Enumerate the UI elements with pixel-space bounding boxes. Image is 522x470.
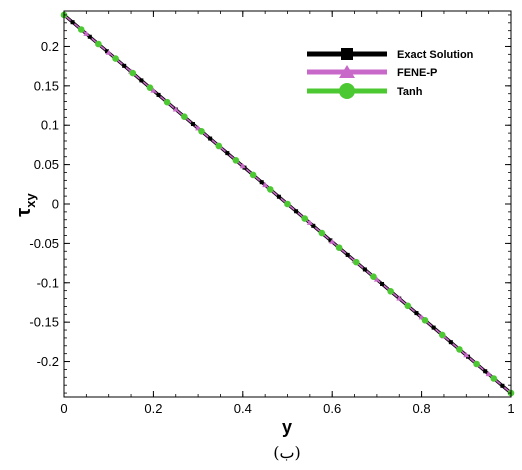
figure-caption: (ب)	[273, 443, 301, 462]
marker-exact-solution	[294, 209, 299, 214]
x-tick-label: 0.4	[234, 401, 252, 416]
y-tick-label: 0.05	[34, 157, 59, 172]
marker-tanh	[438, 331, 446, 339]
marker-fene-p	[239, 163, 246, 169]
marker-tanh	[146, 84, 154, 91]
y-tick-label: -0.1	[37, 275, 59, 290]
marker-exact-solution	[362, 267, 367, 272]
x-tick-label: 1	[507, 401, 514, 416]
marker-fene-p	[150, 87, 157, 93]
marker-exact-solution	[414, 311, 419, 316]
marker-exact-solution	[448, 340, 453, 345]
marker-tanh	[215, 142, 223, 150]
y-axis-label-sub: xy	[23, 193, 38, 208]
marker-fene-p	[262, 182, 269, 188]
legend-label-exact-solution: Exact Solution	[397, 49, 474, 61]
marker-exact-solution	[190, 122, 195, 127]
marker-tanh	[301, 215, 309, 222]
marker-exact-solution	[311, 223, 316, 228]
marker-tanh	[181, 113, 188, 121]
marker-tanh	[249, 171, 257, 179]
marker-fene-p	[485, 371, 492, 377]
marker-fene-p	[306, 219, 313, 225]
marker-tanh	[318, 229, 326, 237]
marker-fene-p	[329, 238, 336, 244]
y-axis-label: τxy	[13, 193, 38, 217]
marker-tanh	[77, 26, 85, 33]
marker-tanh	[490, 375, 498, 382]
marker-exact-solution	[122, 63, 127, 68]
legend: Exact Solution FENE-P Tanh	[307, 48, 474, 99]
marker-tanh	[456, 346, 463, 353]
y-tick-label: 0	[52, 197, 59, 212]
y-tick-label: -0.15	[29, 315, 59, 330]
marker-fene-p	[396, 295, 403, 301]
marker-exact-solution	[70, 20, 75, 25]
marker-exact-solution	[483, 369, 488, 374]
x-tick-label: 0.6	[323, 401, 341, 416]
marker-exact-solution	[87, 34, 92, 39]
marker-exact-solution	[276, 194, 281, 199]
x-tick-label: 0.8	[413, 401, 431, 416]
marker-exact-solution	[500, 383, 505, 388]
y-tick-label: 0.2	[41, 39, 59, 54]
marker-exact-solution	[105, 49, 110, 54]
marker-tanh	[473, 360, 480, 368]
marker-exact-solution	[380, 281, 385, 286]
plot-area	[60, 11, 515, 397]
y-axis-label-main: τ	[13, 208, 35, 217]
marker-exact-solution	[431, 325, 436, 330]
marker-tanh	[352, 258, 360, 266]
x-axis-label: y	[282, 417, 292, 437]
y-tick-label: -0.2	[37, 354, 59, 369]
marker-exact-solution	[328, 238, 333, 243]
marker-exact-solution	[208, 136, 213, 141]
marker-tanh	[335, 244, 343, 251]
marker-tanh	[404, 302, 412, 310]
marker-tanh	[198, 127, 205, 135]
marker-fene-p	[463, 352, 470, 358]
marker-tanh	[387, 287, 394, 295]
marker-tanh	[232, 157, 240, 164]
marker-tanh	[284, 200, 291, 208]
marker-fene-p	[83, 30, 90, 36]
marker-tanh	[112, 55, 119, 62]
marker-tanh	[266, 186, 274, 193]
marker-fene-p	[172, 106, 179, 112]
marker-tanh	[421, 317, 429, 324]
marker-exact-solution	[139, 78, 144, 83]
marker-tanh	[129, 69, 137, 77]
axes: 0 0.2 0.4 0.6 0.8 1 0.2 0.15 0.1 0.05 0 -0.05 -0.1 -0…	[29, 10, 515, 416]
y-tick-label: 0.1	[41, 118, 59, 133]
marker-exact-solution	[225, 151, 230, 156]
marker-tanh	[163, 98, 171, 106]
marker-exact-solution	[259, 180, 264, 185]
marker-fene-p	[373, 276, 380, 282]
x-tick-label: 0	[60, 401, 67, 416]
y-tick-label: -0.05	[29, 236, 59, 251]
legend-marker-exact-solution	[341, 48, 353, 60]
marker-tanh	[95, 40, 102, 48]
y-tick-label: 0.15	[34, 78, 59, 93]
legend-marker-fene-p	[339, 65, 355, 78]
marker-exact-solution	[156, 92, 161, 97]
legend-marker-tanh	[339, 83, 355, 99]
legend-label-fene-p: FENE-P	[397, 67, 437, 79]
x-tick-label: 0.2	[144, 401, 162, 416]
marker-fene-p	[105, 49, 112, 55]
marker-exact-solution	[345, 252, 350, 257]
legend-label-tanh: Tanh	[397, 86, 423, 98]
marker-tanh	[370, 273, 377, 281]
